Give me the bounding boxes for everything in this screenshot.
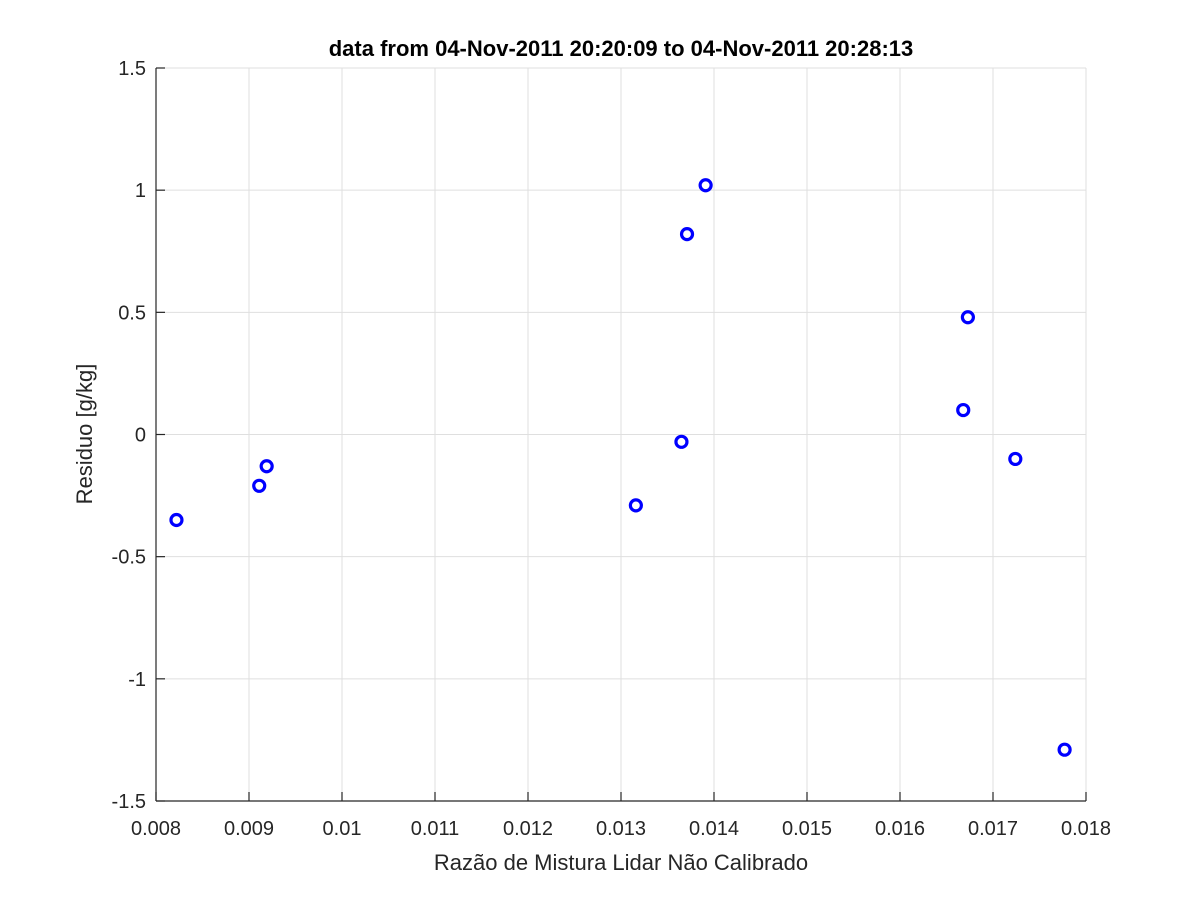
x-tick-label: 0.013 bbox=[596, 818, 646, 840]
chart-title: data from 04-Nov-2011 20:20:09 to 04-Nov… bbox=[329, 36, 914, 61]
x-tick-label: 0.01 bbox=[323, 818, 362, 840]
x-axis-label: Razão de Mistura Lidar Não Calibrado bbox=[434, 850, 808, 875]
x-tick-label: 0.012 bbox=[503, 818, 553, 840]
x-tick-label: 0.014 bbox=[689, 818, 739, 840]
y-tick-label: -1 bbox=[128, 669, 146, 691]
x-tick-label: 0.009 bbox=[224, 818, 274, 840]
data-point-8 bbox=[960, 310, 975, 325]
y-tick-label: -1.5 bbox=[112, 791, 146, 813]
y-tick-label: -0.5 bbox=[112, 547, 146, 569]
data-point-4 bbox=[674, 434, 689, 449]
x-tick-label: 0.011 bbox=[411, 818, 460, 840]
grid-lines bbox=[155, 67, 1087, 802]
data-point-5 bbox=[679, 227, 695, 242]
y-tick-label: 0 bbox=[135, 425, 146, 447]
y-tick-label: 1 bbox=[135, 180, 146, 202]
x-tick-label: 0.017 bbox=[968, 818, 1018, 840]
data-point-6 bbox=[698, 178, 713, 193]
data-point-10 bbox=[1057, 742, 1072, 757]
x-tick-label: 0.008 bbox=[131, 818, 181, 840]
data-point-3 bbox=[628, 498, 643, 513]
tick-labels: 0.008 0.009 0.01 0.011 0.012 0.013 0.014 0.015 0… bbox=[112, 58, 1112, 840]
data-point-2 bbox=[259, 459, 274, 474]
x-tick-label: 0.015 bbox=[782, 818, 832, 840]
data-points bbox=[169, 178, 1072, 757]
x-tick-label: 0.018 bbox=[1061, 818, 1111, 840]
data-point-9 bbox=[1008, 451, 1023, 467]
x-tick-label: 0.016 bbox=[875, 818, 925, 840]
data-point-7 bbox=[956, 402, 971, 418]
data-point-0 bbox=[169, 512, 184, 528]
y-tick-label: 1.5 bbox=[118, 58, 146, 80]
y-tick-label: 0.5 bbox=[118, 302, 146, 324]
axes bbox=[155, 67, 1087, 802]
data-point-1 bbox=[252, 478, 267, 493]
y-axis-label: Residuo [g/kg] bbox=[72, 364, 97, 505]
